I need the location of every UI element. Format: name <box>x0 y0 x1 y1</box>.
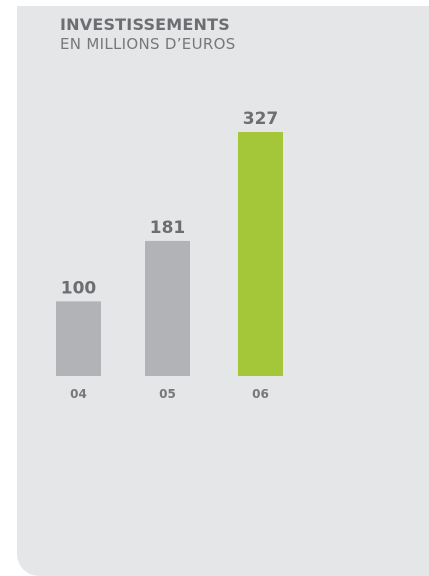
chart-title: INVESTISSEMENTS <box>60 15 230 34</box>
bar-value-label-04: 100 <box>61 278 97 298</box>
x-tick-label-06: 06 <box>252 387 269 401</box>
bar-06 <box>238 132 283 376</box>
chart-subtitle: EN MILLIONS D’EUROS <box>60 35 236 53</box>
bar-value-label-06: 327 <box>243 109 279 129</box>
bar-value-label-05: 181 <box>150 218 186 238</box>
chart-panel: INVESTISSEMENTS EN MILLIONS D’EUROS <box>17 6 429 576</box>
x-tick-label-04: 04 <box>70 387 87 401</box>
bar-04 <box>56 301 101 376</box>
x-tick-label-05: 05 <box>159 387 176 401</box>
bar-05 <box>145 240 190 376</box>
